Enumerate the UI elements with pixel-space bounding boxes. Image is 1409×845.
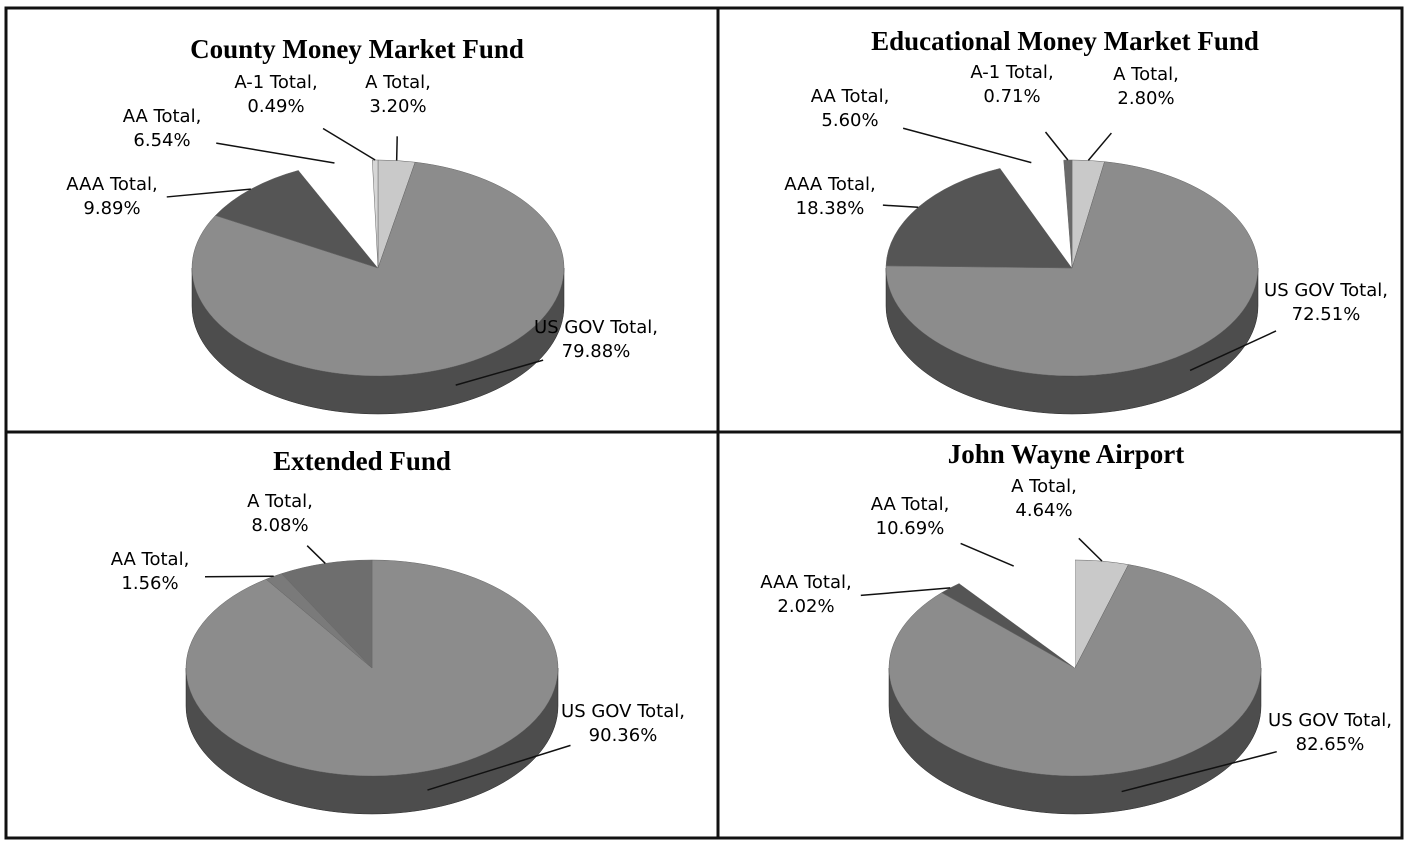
chart-title: Educational Money Market Fund: [871, 26, 1259, 56]
slice-label: A Total, 3.20%: [365, 72, 431, 117]
value-label: 79.88%: [562, 341, 631, 362]
leader-line: [1087, 132, 1112, 161]
value-label: 6.54%: [133, 130, 190, 151]
value-label: 3.20%: [369, 96, 426, 117]
slice: [185, 559, 559, 777]
leader-line: [882, 204, 919, 209]
category-label: AAA Total,: [66, 174, 157, 195]
category-label: AA Total,: [111, 549, 190, 570]
value-label: 0.71%: [983, 86, 1040, 107]
leader-line: [860, 587, 951, 597]
slice-label: A-1 Total, 0.71%: [970, 62, 1053, 107]
value-label: 2.02%: [777, 596, 834, 617]
value-label: 0.49%: [247, 96, 304, 117]
chart-title: Extended Fund: [273, 446, 451, 476]
slice-label: US GOV Total, 72.51%: [1264, 280, 1388, 325]
slice: [1063, 159, 1073, 269]
slice-label: US GOV Total, 90.36%: [561, 701, 685, 746]
slice-label: AA Total, 6.54%: [123, 106, 202, 151]
slice-label: US GOV Total, 79.88%: [534, 317, 658, 362]
leader-line: [216, 142, 335, 164]
value-label: 5.60%: [821, 110, 878, 131]
slice-label: A Total, 8.08%: [247, 491, 313, 536]
leader-line: [166, 188, 251, 198]
category-label: US GOV Total,: [561, 701, 685, 722]
slice-label: AAA Total, 2.02%: [760, 572, 851, 617]
leader-line: [1189, 330, 1277, 372]
slice: [1000, 160, 1072, 268]
value-label: 18.38%: [796, 198, 865, 219]
leader-line: [1078, 537, 1103, 562]
value-label: 2.80%: [1117, 88, 1174, 109]
frame: [4, 6, 1404, 840]
value-label: 10.69%: [876, 518, 945, 539]
slice: [885, 161, 1259, 377]
category-label: AA Total,: [811, 86, 890, 107]
category-label: US GOV Total,: [1264, 280, 1388, 301]
category-label: AA Total,: [871, 494, 950, 515]
leader-line: [322, 127, 376, 161]
slice: [298, 160, 378, 268]
category-label: AA Total,: [123, 106, 202, 127]
leader-line: [1044, 131, 1069, 161]
slice-label: AAA Total, 18.38%: [784, 174, 875, 219]
value-label: 4.64%: [1015, 500, 1072, 521]
category-label: US GOV Total,: [534, 317, 658, 338]
value-label: 72.51%: [1292, 304, 1361, 325]
slice-label: AA Total, 5.60%: [811, 86, 890, 131]
value-label: 1.56%: [121, 573, 178, 594]
leader-line: [1121, 750, 1277, 793]
chart-title: John Wayne Airport: [948, 439, 1185, 469]
category-label: A Total,: [1011, 476, 1077, 497]
slice-label: A-1 Total, 0.49%: [234, 72, 317, 117]
slice: [885, 168, 1073, 269]
slice: [281, 559, 373, 669]
slice-label: AAA Total, 9.89%: [66, 174, 157, 219]
leader-line: [455, 359, 544, 386]
slice-label: A Total, 2.80%: [1113, 64, 1179, 109]
category-label: A Total,: [365, 72, 431, 93]
category-label: AAA Total,: [784, 174, 875, 195]
slice-label: US GOV Total, 82.65%: [1268, 710, 1392, 755]
category-label: US GOV Total,: [1268, 710, 1392, 731]
category-label: AAA Total,: [760, 572, 851, 593]
slice: [959, 560, 1075, 668]
value-label: 82.65%: [1296, 734, 1365, 755]
value-label: 90.36%: [589, 725, 658, 746]
slice-label: A Total, 4.64%: [1011, 476, 1077, 521]
slice: [215, 170, 379, 269]
leader-line: [902, 127, 1032, 164]
slice-label: AA Total, 1.56%: [111, 549, 190, 594]
leader-line: [395, 136, 398, 161]
leader-line: [306, 545, 326, 564]
slice: [888, 564, 1262, 777]
leader-line: [960, 542, 1014, 567]
category-label: A Total,: [247, 491, 313, 512]
category-label: A-1 Total,: [970, 62, 1053, 83]
slice-label: AA Total, 10.69%: [871, 494, 950, 539]
value-label: 8.08%: [251, 515, 308, 536]
chart-title: County Money Market Fund: [190, 34, 524, 64]
slice: [191, 161, 565, 377]
leader-line: [427, 744, 571, 791]
value-label: 9.89%: [83, 198, 140, 219]
category-label: A Total,: [1113, 64, 1179, 85]
category-label: A-1 Total,: [234, 72, 317, 93]
